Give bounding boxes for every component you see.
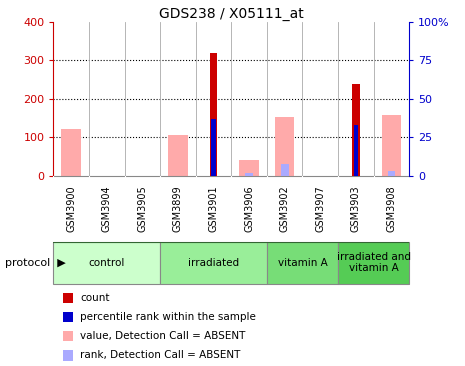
Text: irradiated and
vitamin A: irradiated and vitamin A xyxy=(337,252,411,273)
FancyBboxPatch shape xyxy=(53,242,160,284)
Bar xyxy=(168,135,188,176)
Bar xyxy=(210,53,218,176)
Text: control: control xyxy=(89,258,125,268)
Text: GSM3904: GSM3904 xyxy=(102,185,112,232)
Text: count: count xyxy=(80,293,109,303)
Text: percentile rank within the sample: percentile rank within the sample xyxy=(80,312,256,322)
Bar xyxy=(212,119,216,176)
Text: value, Detection Call = ABSENT: value, Detection Call = ABSENT xyxy=(80,331,246,341)
FancyBboxPatch shape xyxy=(160,242,267,284)
FancyBboxPatch shape xyxy=(338,242,409,284)
Text: GSM3908: GSM3908 xyxy=(386,185,397,232)
Text: GSM3900: GSM3900 xyxy=(66,185,76,232)
Bar xyxy=(387,171,395,176)
Text: irradiated: irradiated xyxy=(188,258,239,268)
Bar xyxy=(245,173,253,176)
Text: GSM3899: GSM3899 xyxy=(173,185,183,232)
Text: protocol  ▶: protocol ▶ xyxy=(5,258,66,268)
Title: GDS238 / X05111_at: GDS238 / X05111_at xyxy=(159,7,304,21)
Bar xyxy=(239,160,259,176)
Text: vitamin A: vitamin A xyxy=(278,258,327,268)
Bar xyxy=(354,125,358,176)
Text: GSM3902: GSM3902 xyxy=(279,185,290,232)
Text: GSM3905: GSM3905 xyxy=(137,185,147,232)
Text: rank, Detection Call = ABSENT: rank, Detection Call = ABSENT xyxy=(80,350,240,361)
FancyBboxPatch shape xyxy=(267,242,338,284)
Text: GSM3906: GSM3906 xyxy=(244,185,254,232)
Text: GSM3901: GSM3901 xyxy=(208,185,219,232)
Bar xyxy=(61,129,81,176)
Bar xyxy=(281,164,289,176)
Bar xyxy=(382,115,401,176)
Bar xyxy=(352,84,360,176)
Text: GSM3903: GSM3903 xyxy=(351,185,361,232)
Bar xyxy=(275,117,294,176)
Text: GSM3907: GSM3907 xyxy=(315,185,326,232)
